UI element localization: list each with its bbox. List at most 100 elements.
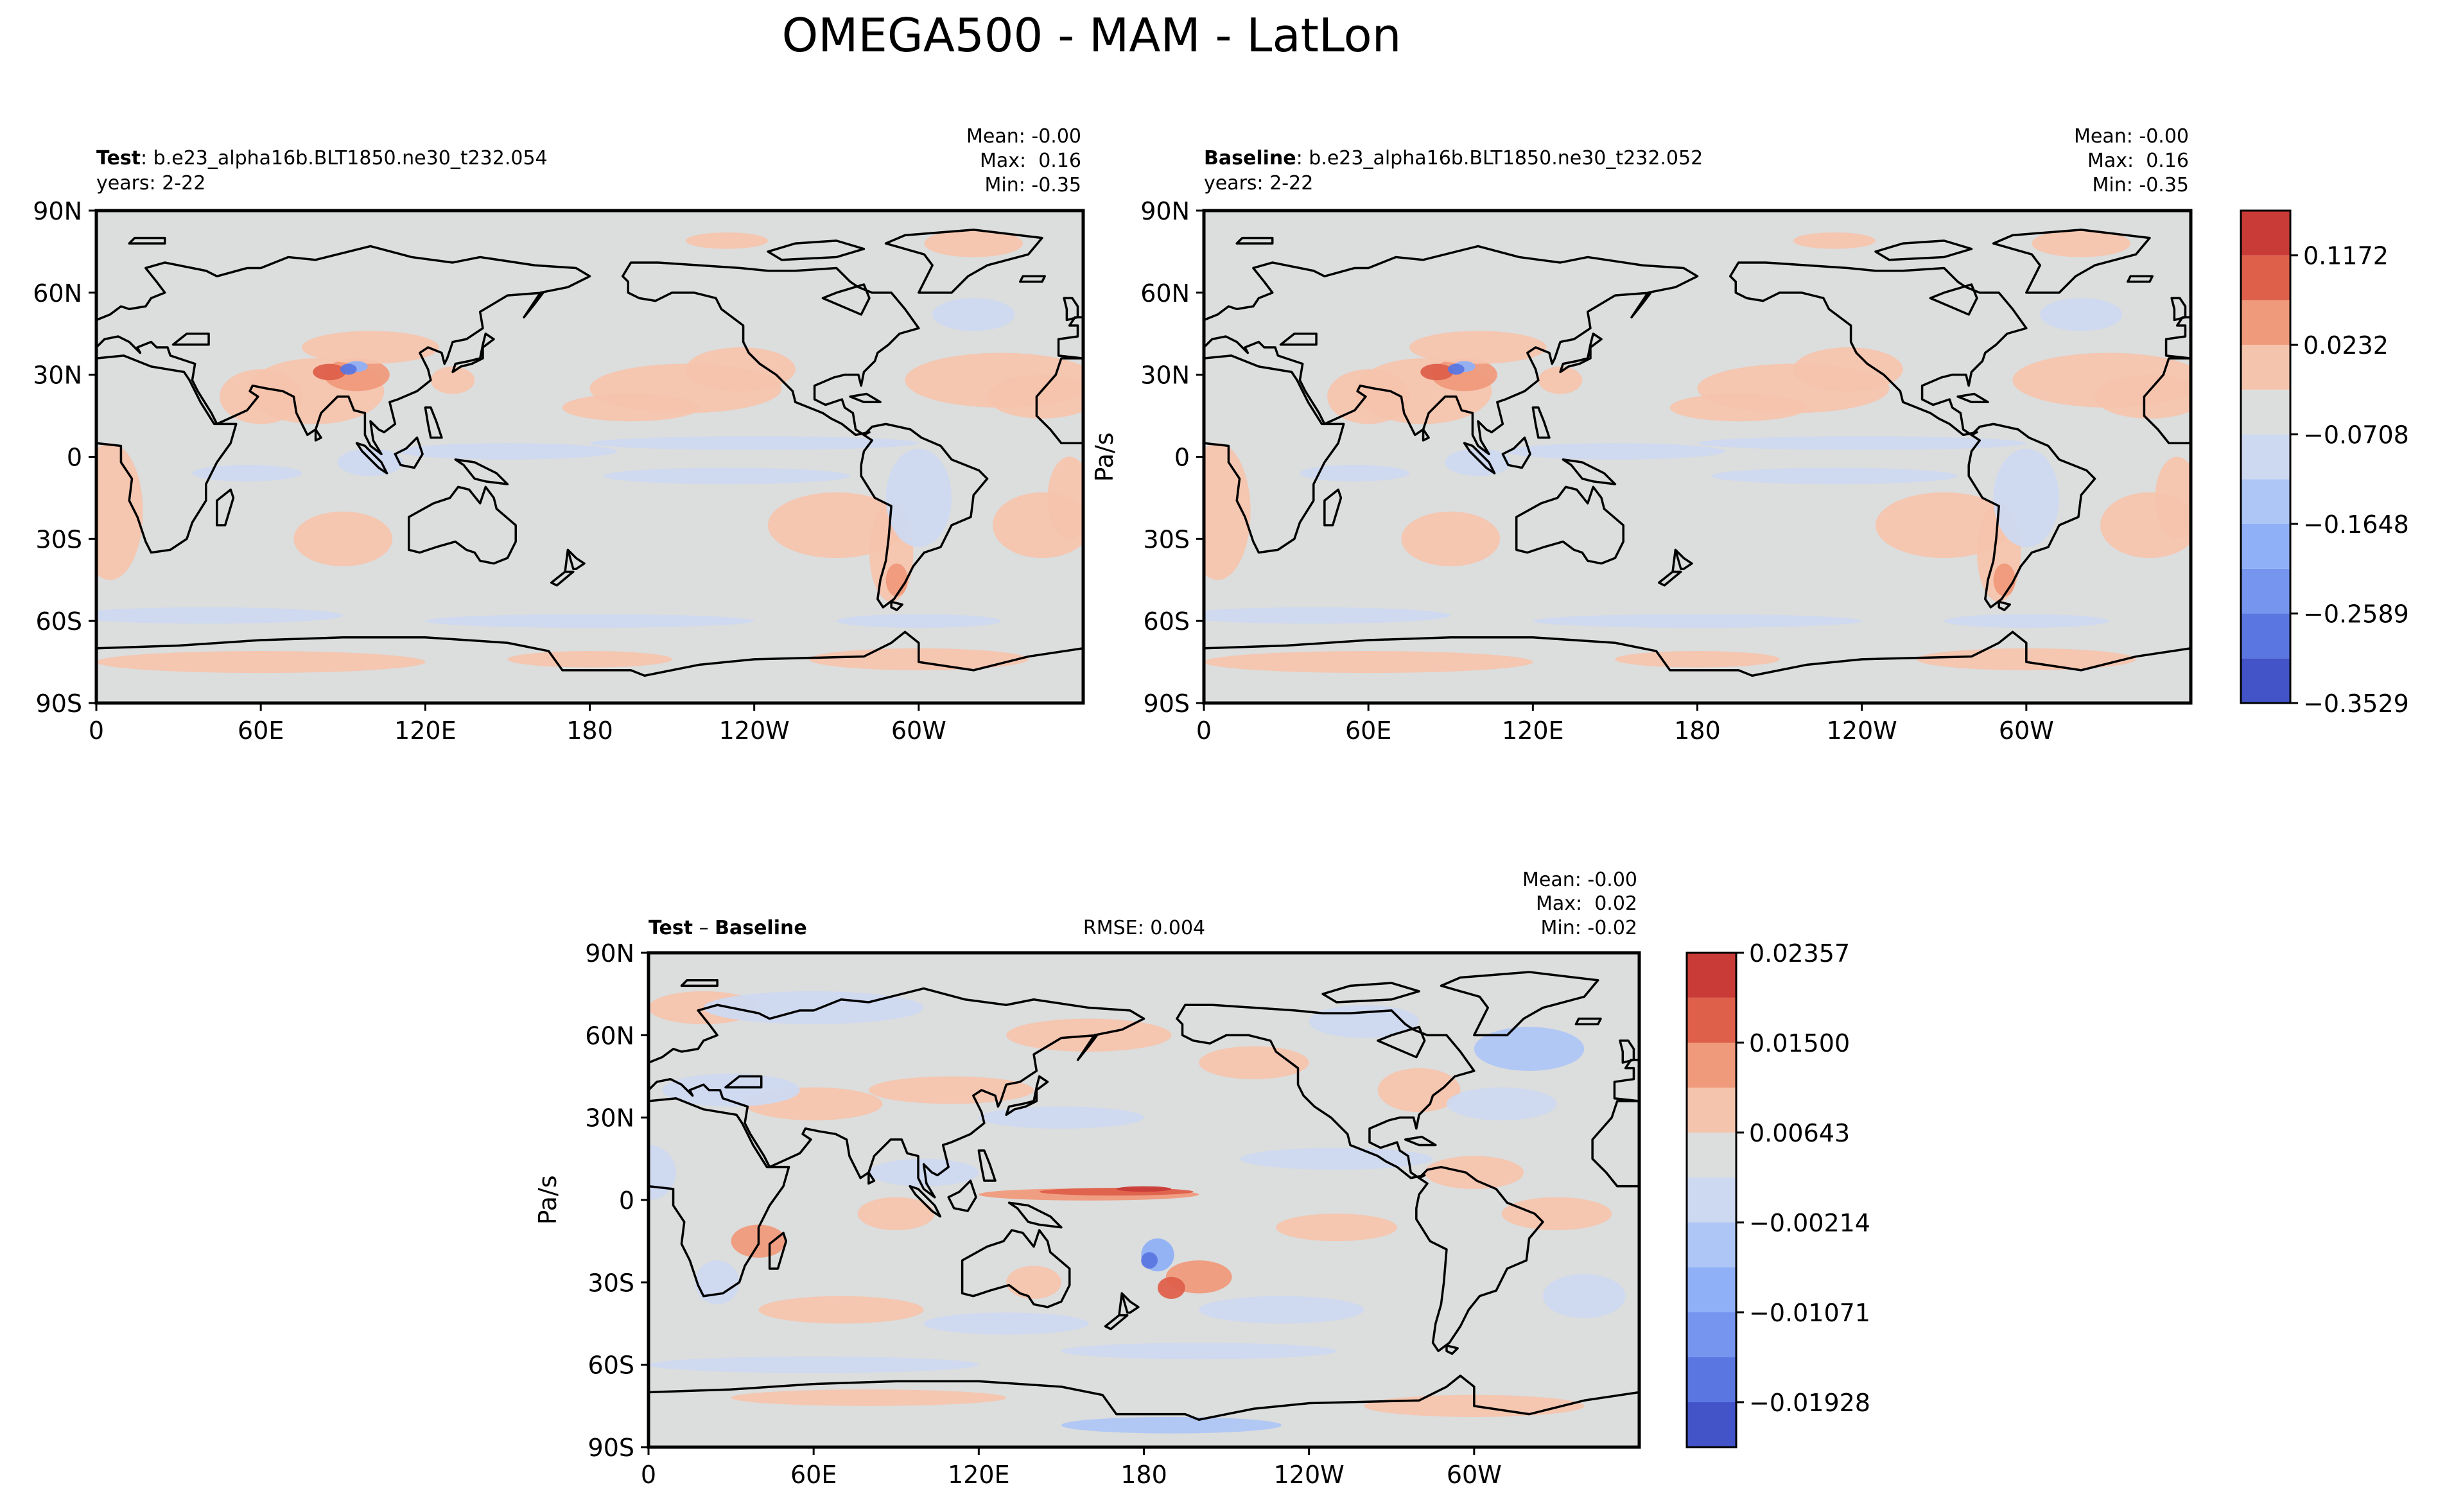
- coastline-greenland: [1992, 229, 2151, 294]
- coastline-tierra: [1445, 1344, 1459, 1355]
- contour-region: [1615, 651, 1780, 668]
- panel-test-map: [96, 211, 1083, 703]
- contour-region: [868, 1076, 1034, 1104]
- coastline-antarctica: [649, 1375, 1639, 1447]
- coastline-europe: [1204, 245, 1699, 455]
- coastline-antarctica: [1204, 630, 2191, 703]
- colorbar-bin: [2241, 345, 2290, 390]
- colorbar-bin: [1687, 1402, 1736, 1447]
- coastline-srilanka: [867, 1171, 876, 1185]
- panel-baseline-map: [1204, 211, 2191, 703]
- contour-region: [1157, 1276, 1185, 1299]
- colorbar-tick-label: −0.00214: [1749, 1209, 1870, 1237]
- coastline-uk: [1063, 297, 1079, 322]
- contour-region: [603, 467, 851, 485]
- coastline-nz: [1104, 1292, 1140, 1330]
- contour-region: [1445, 448, 1511, 476]
- coastline-ng: [1007, 1201, 1063, 1229]
- colorbar-bin: [1687, 953, 1736, 998]
- contour-region: [695, 1260, 740, 1305]
- coastline-svalbard: [680, 979, 718, 987]
- contour-region: [1141, 1252, 1158, 1269]
- coastline-tierra: [1998, 600, 2011, 611]
- contour-region: [1061, 1416, 1282, 1434]
- coastline-uk: [2170, 297, 2187, 322]
- contour-region: [1204, 607, 1451, 624]
- contour-region: [1505, 443, 1725, 460]
- contour-region: [685, 347, 796, 392]
- coastline-samerica: [1415, 1165, 1544, 1353]
- contour-region: [924, 229, 1023, 257]
- contour-region: [1006, 1265, 1061, 1299]
- panel-test: Test: b.e23_alpha16b.BLT1850.ne30_t232.0…: [33, 125, 1085, 745]
- contour-region: [932, 298, 1015, 331]
- coastline-ng: [1562, 458, 1617, 485]
- contour-region: [987, 374, 1083, 419]
- coastline-sumatra: [909, 1185, 942, 1218]
- colorbar-tick-label: −0.2589: [2303, 600, 2409, 629]
- lat-tick-label: 60N: [1140, 279, 1190, 308]
- contour-region: [1697, 436, 2026, 450]
- contour-region: [337, 448, 404, 476]
- coastline-madagascar: [768, 1231, 788, 1270]
- coastline-hudson: [1377, 1025, 1426, 1059]
- contour-region: [685, 232, 769, 249]
- coastline-africa: [1204, 354, 1345, 554]
- contour-region: [731, 1389, 1007, 1406]
- colorbar-bin: [2241, 479, 2290, 524]
- colorbar-bin: [1687, 1177, 1736, 1222]
- panel-test-mean: Mean: -0.00: [966, 125, 1081, 148]
- colorbar-bin: [1687, 1042, 1736, 1088]
- coastline-europe: [649, 987, 1145, 1199]
- colorbar-tick-label: −0.3529: [2303, 690, 2409, 718]
- coastline-iceland: [1574, 1017, 1602, 1025]
- lat-tick-label: 0: [67, 444, 82, 472]
- contour-region: [1276, 1213, 1397, 1242]
- colorbar-tick-label: 0.01500: [1749, 1029, 1850, 1057]
- coastline-philippines: [977, 1149, 997, 1182]
- contour-region: [425, 614, 754, 628]
- colorbar-bin: [2241, 211, 2290, 256]
- lon-tick-label: 120W: [719, 717, 790, 745]
- contour-region: [96, 443, 143, 580]
- coastline-canarch: [1321, 982, 1420, 1004]
- lat-tick-label: 90N: [1140, 197, 1190, 225]
- coastline-africa_w: [1035, 357, 1083, 444]
- panel-diff-label: Test – Baseline: [649, 917, 807, 939]
- panel-baseline: Baseline: b.e23_alpha16b.BLT1850.ne30_t2…: [1090, 125, 2193, 745]
- coastline-svalbard: [128, 236, 166, 245]
- coastline-samerica: [860, 422, 989, 609]
- contour-region: [293, 511, 393, 566]
- contour-region: [2100, 492, 2191, 559]
- contour-region: [340, 363, 357, 375]
- lat-tick-label: 90S: [1144, 690, 1190, 718]
- contour-region: [1793, 347, 1903, 392]
- panel-baseline-max: Max: 0.16: [2087, 150, 2189, 172]
- panel-diff-rmse: RMSE: 0.004: [1083, 917, 1205, 939]
- contour-region: [1474, 1027, 1585, 1071]
- colorbar-bin: [1687, 1088, 1736, 1133]
- coastline-srilanka: [1422, 428, 1430, 442]
- contour-region: [1944, 614, 2109, 628]
- coastline-sumatra: [355, 442, 388, 474]
- coastline-philippines: [424, 406, 443, 439]
- colorbar-tick-label: −0.0708: [2303, 421, 2409, 449]
- lon-tick-label: 60E: [1345, 717, 1391, 745]
- lon-tick-label: 120E: [1502, 717, 1564, 745]
- contour-region: [1793, 232, 1876, 249]
- contour-region: [302, 331, 439, 364]
- coastline-ng: [454, 458, 509, 485]
- coastline-svalbard: [1235, 236, 1274, 245]
- contour-region: [758, 1296, 924, 1324]
- contour-region: [1204, 443, 1251, 580]
- figure-title: OMEGA500 - MAM - LatLon: [782, 8, 1402, 62]
- colorbar-bin: [2241, 300, 2290, 345]
- contour-region: [96, 651, 426, 673]
- contour-region: [1409, 331, 1547, 364]
- contour-region: [1327, 369, 1410, 424]
- colorbar-bin: [2241, 255, 2290, 300]
- lat-tick-label: 30S: [1144, 525, 1190, 553]
- coastline-nz: [550, 548, 586, 587]
